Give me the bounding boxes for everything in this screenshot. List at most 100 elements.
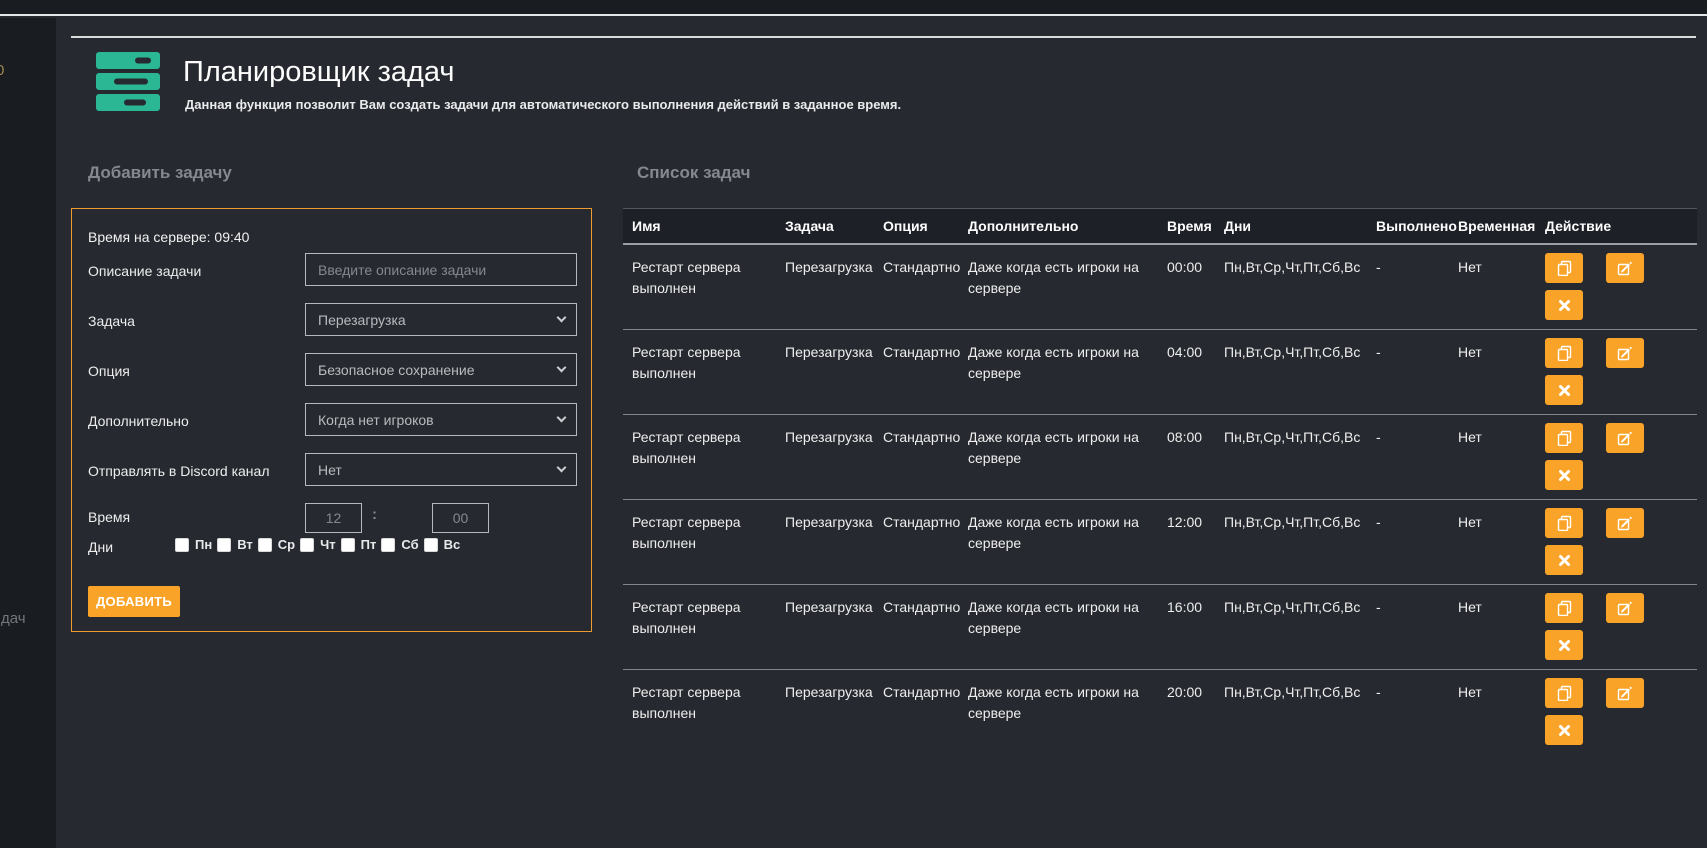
delete-task-button[interactable]: [1545, 290, 1583, 320]
copy-task-button[interactable]: [1545, 678, 1583, 708]
task-table: Имя Задача Опция Дополнительно Время Дни…: [623, 208, 1697, 755]
task-select[interactable]: Перезагрузка: [305, 303, 577, 336]
copy-task-button[interactable]: [1545, 593, 1583, 623]
delete-task-button[interactable]: [1545, 375, 1583, 405]
cell-additional: Даже когда есть игроки на сервере: [968, 259, 1139, 296]
day-checkbox[interactable]: [300, 537, 315, 552]
copy-icon: [1556, 515, 1572, 531]
option-select[interactable]: Безопасное сохранение: [305, 353, 577, 386]
cell-days: Пн,Вт,Ср,Чт,Пт,Сб,Вс: [1224, 684, 1361, 700]
copy-task-button[interactable]: [1545, 508, 1583, 538]
time-minutes-input[interactable]: [432, 503, 489, 533]
content-top-divider: [71, 36, 1696, 38]
day-checkbox-label: Пн: [195, 537, 213, 552]
table-row: Рестарт сервера выполнен Перезагрузка Ст…: [623, 245, 1697, 330]
cell-days: Пн,Вт,Ср,Чт,Пт,Сб,Вс: [1224, 429, 1361, 445]
additional-select[interactable]: Когда нет игроков: [305, 403, 577, 436]
copy-icon: [1556, 260, 1572, 276]
description-label: Описание задачи: [88, 263, 202, 279]
days-label: Дни: [88, 539, 114, 555]
column-header-additional: Дополнительно: [968, 218, 1079, 234]
column-header-option: Опция: [883, 218, 928, 234]
cell-temporary: Нет: [1458, 259, 1482, 275]
cell-done: -: [1376, 344, 1381, 360]
cell-option: Стандартно: [883, 514, 961, 530]
delete-task-button[interactable]: [1545, 715, 1583, 745]
scheduler-server-icon: [96, 52, 160, 116]
row-actions: [1545, 500, 1697, 584]
cell-task: Перезагрузка: [785, 684, 873, 700]
page-title: Планировщик задач: [183, 56, 455, 88]
time-separator: :: [372, 506, 377, 523]
table-row: Рестарт сервера выполнен Перезагрузка Ст…: [623, 585, 1697, 670]
delete-task-button[interactable]: [1545, 630, 1583, 660]
day-checkbox-item: Чт: [300, 537, 336, 552]
day-checkbox[interactable]: [340, 537, 355, 552]
cell-additional: Даже когда есть игроки на сервере: [968, 599, 1139, 636]
cell-task: Перезагрузка: [785, 599, 873, 615]
day-checkbox[interactable]: [381, 537, 396, 552]
cell-time: 00:00: [1167, 259, 1203, 275]
edit-icon: [1617, 515, 1633, 531]
day-checkbox[interactable]: [175, 537, 189, 552]
column-header-action: Действие: [1545, 218, 1612, 234]
column-header-temporary: Временная: [1458, 218, 1536, 234]
row-actions: [1545, 585, 1697, 669]
cell-days: Пн,Вт,Ср,Чт,Пт,Сб,Вс: [1224, 344, 1361, 360]
day-checkbox[interactable]: [257, 537, 272, 552]
cell-name: Рестарт сервера выполнен: [632, 429, 741, 466]
task-list-heading: Список задач: [637, 163, 751, 182]
add-task-button[interactable]: ДОБАВИТЬ: [88, 586, 180, 617]
cell-days: Пн,Вт,Ср,Чт,Пт,Сб,Вс: [1224, 259, 1361, 275]
row-actions: [1545, 245, 1697, 329]
edit-task-button[interactable]: [1606, 253, 1644, 283]
cell-days: Пн,Вт,Ср,Чт,Пт,Сб,Вс: [1224, 514, 1361, 530]
cell-time: 20:00: [1167, 684, 1203, 700]
copy-task-button[interactable]: [1545, 253, 1583, 283]
day-checkbox[interactable]: [217, 537, 232, 552]
edit-icon: [1617, 345, 1633, 361]
edit-task-button[interactable]: [1606, 423, 1644, 453]
cell-done: -: [1376, 429, 1381, 445]
delete-task-button[interactable]: [1545, 545, 1583, 575]
discord-select-wrap: Нет: [305, 453, 577, 486]
delete-icon: [1558, 554, 1571, 567]
sidebar-fragment-top: 0: [0, 62, 5, 79]
cell-name: Рестарт сервера выполнен: [632, 684, 741, 721]
collapsed-sidebar[interactable]: 0 дач: [0, 18, 56, 848]
description-input[interactable]: [305, 253, 577, 286]
cell-option: Стандартно: [883, 429, 961, 445]
table-row: Рестарт сервера выполнен Перезагрузка Ст…: [623, 500, 1697, 585]
cell-temporary: Нет: [1458, 684, 1482, 700]
table-row: Рестарт сервера выполнен Перезагрузка Ст…: [623, 670, 1697, 755]
day-checkbox-item: Вт: [217, 537, 253, 552]
day-checkbox-item: Сб: [381, 537, 419, 552]
time-hours-input[interactable]: [305, 503, 362, 533]
edit-task-button[interactable]: [1606, 338, 1644, 368]
delete-icon: [1558, 299, 1571, 312]
delete-task-button[interactable]: [1545, 460, 1583, 490]
delete-icon: [1558, 724, 1571, 737]
table-row: Рестарт сервера выполнен Перезагрузка Ст…: [623, 330, 1697, 415]
cell-time: 12:00: [1167, 514, 1203, 530]
copy-icon: [1556, 345, 1572, 361]
cell-time: 04:00: [1167, 344, 1203, 360]
cell-additional: Даже когда есть игроки на сервере: [968, 514, 1139, 551]
copy-task-button[interactable]: [1545, 338, 1583, 368]
edit-task-button[interactable]: [1606, 678, 1644, 708]
copy-task-button[interactable]: [1545, 423, 1583, 453]
task-select-wrap: Перезагрузка: [305, 303, 577, 336]
column-header-name: Имя: [632, 218, 661, 234]
delete-icon: [1558, 639, 1571, 652]
delete-icon: [1558, 469, 1571, 482]
copy-icon: [1556, 685, 1572, 701]
cell-temporary: Нет: [1458, 514, 1482, 530]
cell-additional: Даже когда есть игроки на сервере: [968, 429, 1139, 466]
cell-option: Стандартно: [883, 684, 961, 700]
day-checkbox[interactable]: [423, 537, 438, 552]
discord-select[interactable]: Нет: [305, 453, 577, 486]
cell-name: Рестарт сервера выполнен: [632, 344, 741, 381]
edit-task-button[interactable]: [1606, 593, 1644, 623]
edit-task-button[interactable]: [1606, 508, 1644, 538]
